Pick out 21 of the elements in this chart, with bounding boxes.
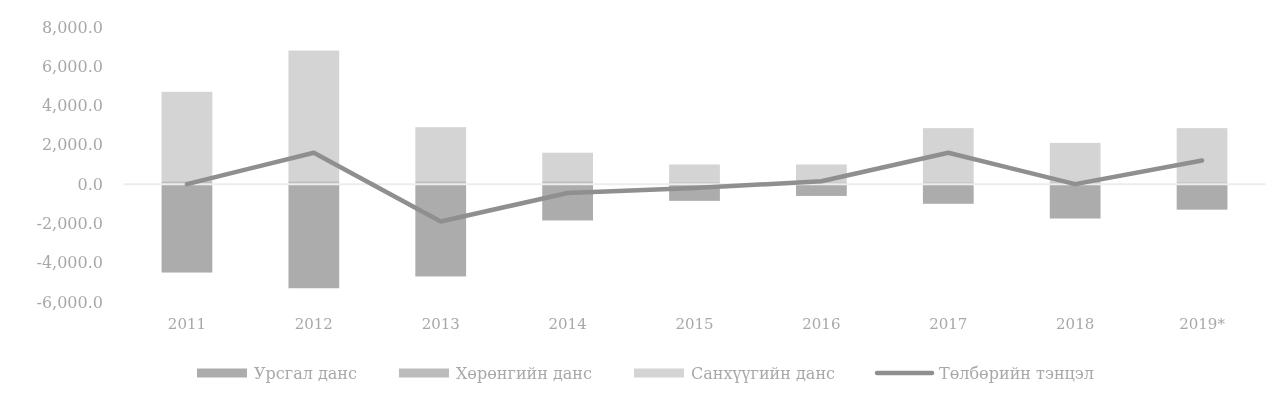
x-tick-label: 2011 [167,315,207,333]
x-tick-label: 2016 [802,315,841,333]
y-tick-label: -6,000.0 [36,292,103,312]
y-tick-label: 0.0 [77,174,103,194]
y-tick-label: 2,000.0 [41,135,103,155]
x-tick-label: 2012 [294,315,333,333]
x-tick-label: 2014 [548,315,587,333]
x-tick-label: 2017 [929,315,968,333]
y-tick-label: -2,000.0 [36,214,103,234]
y-tick-label: -4,000.0 [36,253,103,273]
legend-label: Хөрөнгийн данс [455,363,593,383]
legend-label: Урсгал данс [254,363,357,383]
legend-label: Санхүүгийн данс [690,363,836,383]
x-tick-label: 2018 [1056,315,1095,333]
y-tick-label: 4,000.0 [41,96,103,116]
y-tick-label: 6,000.0 [41,56,103,76]
y-tick-label: 8,000.0 [41,17,103,37]
legend-label: Төлбөрийн тэнцэл [939,363,1094,383]
x-tick-label: 2015 [675,315,714,333]
x-tick-label: 2019* [1179,315,1226,333]
x-tick-label: 2013 [421,315,460,333]
